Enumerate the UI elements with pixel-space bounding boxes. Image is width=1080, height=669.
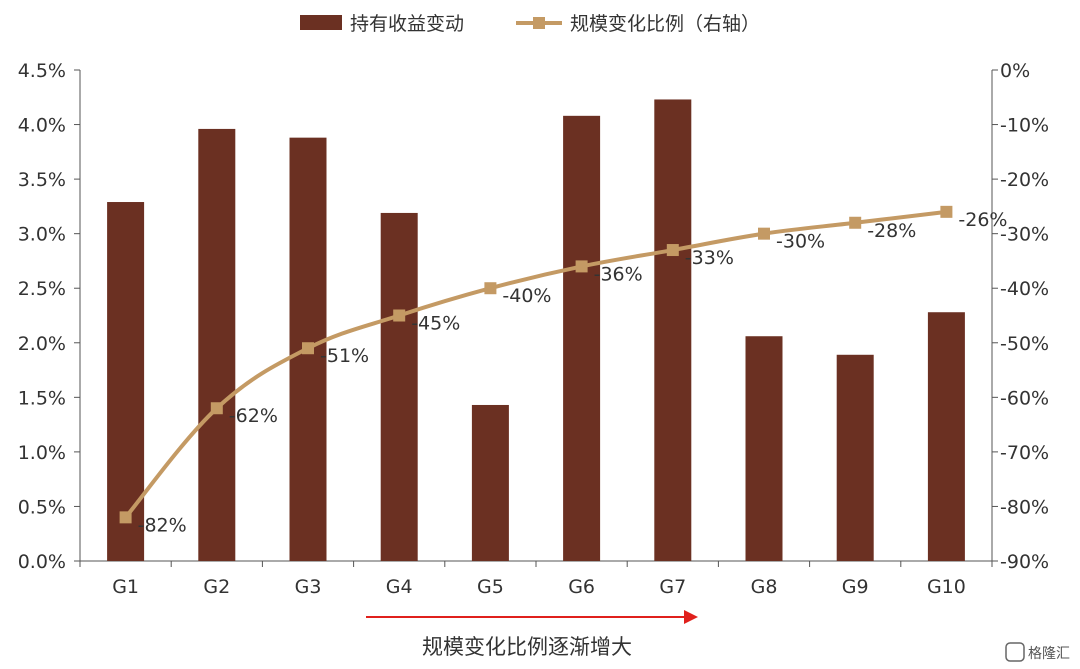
line-point-marker: [302, 342, 314, 355]
line-data-label: -26%: [958, 209, 1007, 231]
line-data-label: -62%: [229, 405, 278, 427]
line-point-marker: [575, 260, 588, 273]
left-tick-label: 3.0%: [18, 224, 66, 246]
line-series: -82% -62% -51% -45% -40% -36% -33% -30% -28% -26%: [119, 205, 1007, 536]
left-tick-label: 0.5%: [18, 496, 66, 518]
right-tick-label: -60%: [1000, 387, 1049, 409]
line-point-marker: [666, 244, 679, 257]
right-tick-label: -90%: [1000, 551, 1049, 573]
line-data-label: -28%: [867, 220, 916, 242]
line-point-marker: [393, 309, 406, 322]
bar: [927, 312, 965, 561]
bar: [107, 202, 145, 561]
line-point-marker: [940, 205, 953, 218]
right-tick-label: -50%: [1000, 333, 1049, 355]
bar: [198, 128, 236, 562]
left-tick-label: 3.5%: [18, 169, 66, 191]
x-axis-ticks: G1 G2 G3 G4 G5 G6 G7 G8 G9 G10: [79, 561, 993, 598]
watermark: 格隆汇: [1005, 642, 1070, 662]
left-tick-label: 1.5%: [18, 387, 66, 409]
x-tick-label: G6: [568, 576, 595, 598]
line-point-marker: [210, 402, 223, 415]
left-tick-label: 0.0%: [18, 551, 66, 573]
line-data-label: -36%: [594, 263, 643, 285]
left-tick-label: 1.0%: [18, 442, 66, 464]
line-point-marker: [849, 216, 862, 229]
legend-bar-swatch: [300, 15, 342, 30]
bar: [836, 354, 874, 561]
line-data-label: -33%: [685, 247, 734, 269]
legend-line-marker: [533, 17, 545, 29]
bar: [471, 404, 509, 561]
x-axis-arrowhead: [684, 610, 698, 624]
right-tick-label: -20%: [1000, 169, 1049, 191]
line-data-label: -30%: [776, 231, 825, 253]
left-tick-label: 2.0%: [18, 333, 66, 355]
right-tick-label: -30%: [1000, 224, 1049, 246]
line-series-path: [124, 209, 947, 519]
x-axis-title: 规模变化比例逐渐增大: [422, 635, 632, 659]
x-tick-label: G2: [203, 576, 230, 598]
x-tick-label: G9: [842, 576, 869, 598]
bar: [654, 99, 692, 562]
left-tick-label: 4.0%: [18, 115, 66, 137]
x-tick-label: G5: [477, 576, 504, 598]
legend-line-label: 规模变化比例（右轴）: [570, 13, 760, 35]
left-tick-label: 4.5%: [18, 60, 66, 82]
x-tick-label: G3: [295, 576, 322, 598]
line-point-marker: [758, 227, 770, 240]
right-tick-label: -70%: [1000, 442, 1049, 464]
legend: 持有收益变动 规模变化比例（右轴）: [300, 13, 760, 35]
watermark-logo-icon: [1005, 642, 1025, 662]
line-point-marker: [484, 282, 497, 295]
line-data-label: -45%: [411, 313, 460, 335]
line-data-label: -82%: [138, 514, 187, 536]
right-axis-ticks: -90% -80% -70% -60% -50% -40% -30% -20% -10% 0%: [992, 60, 1049, 573]
x-tick-label: G8: [751, 576, 778, 598]
right-tick-label: 0%: [1000, 60, 1030, 82]
line-point-marker: [119, 511, 132, 524]
line-data-label: -51%: [320, 345, 369, 367]
line-data-label: -40%: [502, 285, 551, 307]
bar: [380, 212, 418, 562]
bar: [563, 115, 601, 562]
left-axis-ticks: 0.0% 0.5% 1.0% 1.5% 2.0% 2.5% 3.0% 3.5% 4.0% 4.5%: [18, 60, 80, 573]
right-tick-label: -80%: [1000, 496, 1049, 518]
legend-bar-label: 持有收益变动: [350, 13, 464, 35]
bar: [745, 336, 783, 561]
x-tick-label: G1: [112, 576, 139, 598]
watermark-text: 格隆汇: [1028, 646, 1070, 662]
x-tick-label: G7: [659, 576, 686, 598]
x-tick-label: G10: [927, 576, 966, 598]
x-tick-label: G4: [386, 576, 413, 598]
right-tick-label: -40%: [1000, 278, 1049, 300]
bars: [107, 99, 965, 562]
left-tick-label: 2.5%: [18, 278, 66, 300]
right-tick-label: -10%: [1000, 115, 1049, 137]
